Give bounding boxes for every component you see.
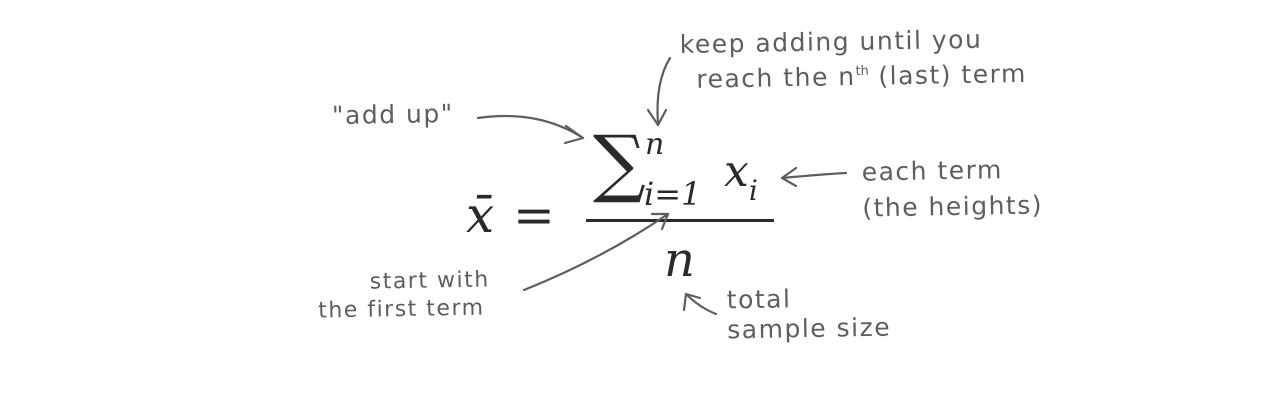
add-up-arrow-head xyxy=(563,124,585,145)
each-term-arrow-head xyxy=(780,166,798,188)
keep-adding-arrow xyxy=(656,56,672,126)
term-variable: xi xyxy=(724,150,758,205)
keep-adding-arrow-head xyxy=(646,108,668,127)
term-subscript: i xyxy=(748,174,758,207)
term-x: x xyxy=(724,146,749,197)
sum-lower-limit: i=1 xyxy=(644,178,701,210)
start-with-arrow xyxy=(522,212,670,292)
lower-limit-text: i=1 xyxy=(644,175,702,213)
total-arrow xyxy=(684,292,718,316)
sum-symbol: ∑ xyxy=(593,120,646,206)
fraction-bar xyxy=(586,219,774,222)
equals-sign: = xyxy=(513,186,555,244)
denominator: n xyxy=(664,232,695,288)
start-with-arrow-head xyxy=(650,212,670,231)
mean-symbol: x̄ xyxy=(466,186,495,244)
sum-upper-limit: n xyxy=(645,127,665,162)
total-arrow-head xyxy=(682,292,702,312)
each-term-arrow xyxy=(780,171,848,180)
